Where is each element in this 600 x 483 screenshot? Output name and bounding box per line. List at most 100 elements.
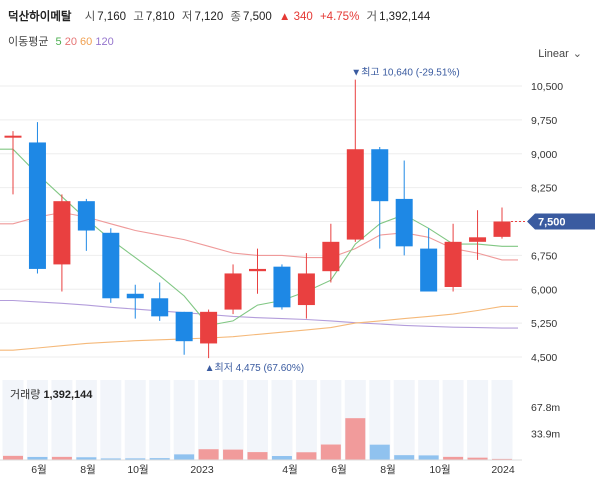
volume-bar — [296, 452, 317, 460]
candle-body — [175, 311, 193, 342]
volume-bar — [271, 456, 292, 460]
chevron-down-icon: ⌄ — [572, 48, 582, 60]
volume-bar — [174, 454, 195, 460]
volume-column-bg — [124, 380, 146, 460]
high-value: 7,810 — [145, 11, 175, 23]
volume-bar — [3, 455, 23, 460]
ma-5-label: 5 — [55, 36, 62, 48]
candle-body — [346, 149, 364, 240]
candle-body — [444, 241, 462, 287]
volume-column-bg — [173, 380, 195, 460]
low-label: 저 — [181, 11, 193, 23]
x-tick-label: 4월 — [282, 464, 298, 476]
volume-title-label: 거래량 — [10, 389, 41, 401]
x-tick-label: 8월 — [80, 464, 96, 476]
open-label: 시 — [84, 11, 96, 23]
candle-body — [53, 201, 71, 265]
change-value: ▲ 340 — [279, 11, 313, 23]
volume-bar — [320, 444, 341, 460]
volume-column-bg — [369, 380, 391, 460]
volume-column-bg — [393, 380, 415, 460]
current-price-label: 7,500 — [538, 217, 566, 229]
volume-tick-label: 67.8m — [531, 402, 560, 414]
volume-bar — [51, 456, 72, 460]
candle-body — [28, 142, 46, 269]
volume-column-bg — [491, 380, 513, 460]
volume-bar — [223, 449, 244, 460]
y-tick-label: 6,000 — [531, 284, 557, 296]
close-label: 종 — [230, 11, 242, 23]
ma-120-label: 120 — [95, 36, 114, 48]
x-tick-label: 2024 — [491, 464, 515, 476]
y-tick-label: 10,500 — [531, 81, 563, 93]
volume-bar — [76, 457, 97, 460]
x-tick-label: 8월 — [380, 464, 396, 476]
candle-body — [297, 273, 315, 306]
moving-average-legend[interactable]: 이동평균 5 20 60 120 — [8, 33, 114, 49]
x-tick-label: 6월 — [31, 464, 47, 476]
x-tick-label: 10월 — [429, 464, 450, 476]
volume-column-bg — [2, 380, 24, 460]
ma-legend-label: 이동평균 — [8, 36, 49, 48]
candle-body — [4, 135, 22, 138]
volume-column-bg — [295, 380, 317, 460]
volume-column-bg — [418, 380, 440, 460]
candle-body — [322, 241, 340, 272]
current-price-badge — [527, 213, 595, 230]
volume-bar — [443, 456, 464, 460]
close-value: 7,500 — [243, 11, 272, 23]
volume-column-bg — [149, 380, 171, 460]
volume-bar — [345, 418, 366, 460]
y-tick-label: 9,750 — [531, 115, 557, 127]
candle-body — [273, 266, 291, 308]
volume-column-bg — [320, 380, 342, 460]
candle-body — [151, 298, 169, 317]
y-tick-label: 5,250 — [531, 318, 557, 330]
volume-column-bg — [100, 380, 122, 460]
candle-body — [249, 268, 266, 272]
y-tick-label: 6,750 — [531, 250, 557, 262]
ma5-line — [0, 148, 518, 326]
volume-bar — [394, 455, 415, 460]
candle-body — [200, 311, 218, 344]
x-tick-label: 10월 — [127, 464, 148, 476]
ma60-line — [0, 305, 518, 351]
volume-value: 1,392,144 — [379, 11, 431, 23]
volume-bar — [27, 456, 48, 460]
candle-body — [371, 149, 389, 202]
volume-column-bg — [271, 380, 293, 460]
candle-body — [77, 201, 95, 231]
volume-title: 거래량 1,392,144 — [10, 386, 92, 402]
y-tick-label: 9,000 — [531, 149, 557, 161]
y-tick-label: 8,250 — [531, 183, 557, 195]
candle-body — [420, 248, 438, 292]
change-percent: +4.75% — [319, 11, 360, 23]
volume-bar — [100, 458, 121, 460]
volume-bar — [418, 455, 439, 460]
scale-selector-label: Linear — [538, 48, 569, 60]
volume-bar — [369, 444, 390, 460]
ma120-line — [0, 299, 518, 329]
volume-tick-label: 33.9m — [531, 429, 560, 441]
volume-column-bg — [198, 380, 220, 460]
candle-body — [224, 273, 242, 310]
high-label: 고 — [133, 11, 144, 23]
volume-bar — [247, 452, 268, 460]
ma-60-label: 60 — [80, 36, 93, 48]
candle-body — [102, 232, 120, 299]
x-tick-label: 6월 — [331, 464, 347, 476]
volume-column-bg — [26, 380, 48, 460]
candle-body — [126, 293, 144, 299]
volume-bar — [467, 457, 488, 460]
price-header: 덕산하이메탈 시 7,160 고 7,810 저 7,120 종 7,500 ▲ 340… — [8, 8, 430, 24]
volume-column-bg — [442, 380, 464, 460]
volume-column-bg — [222, 380, 244, 460]
scale-selector[interactable]: Linear ⌄ — [538, 47, 582, 60]
open-value: 7,160 — [97, 11, 127, 23]
volume-title-value: 1,392,144 — [43, 389, 93, 401]
ma-20-label: 20 — [64, 36, 77, 48]
volume-column-bg — [467, 380, 489, 460]
volume-bar — [125, 458, 146, 460]
volume-bar — [198, 449, 219, 460]
